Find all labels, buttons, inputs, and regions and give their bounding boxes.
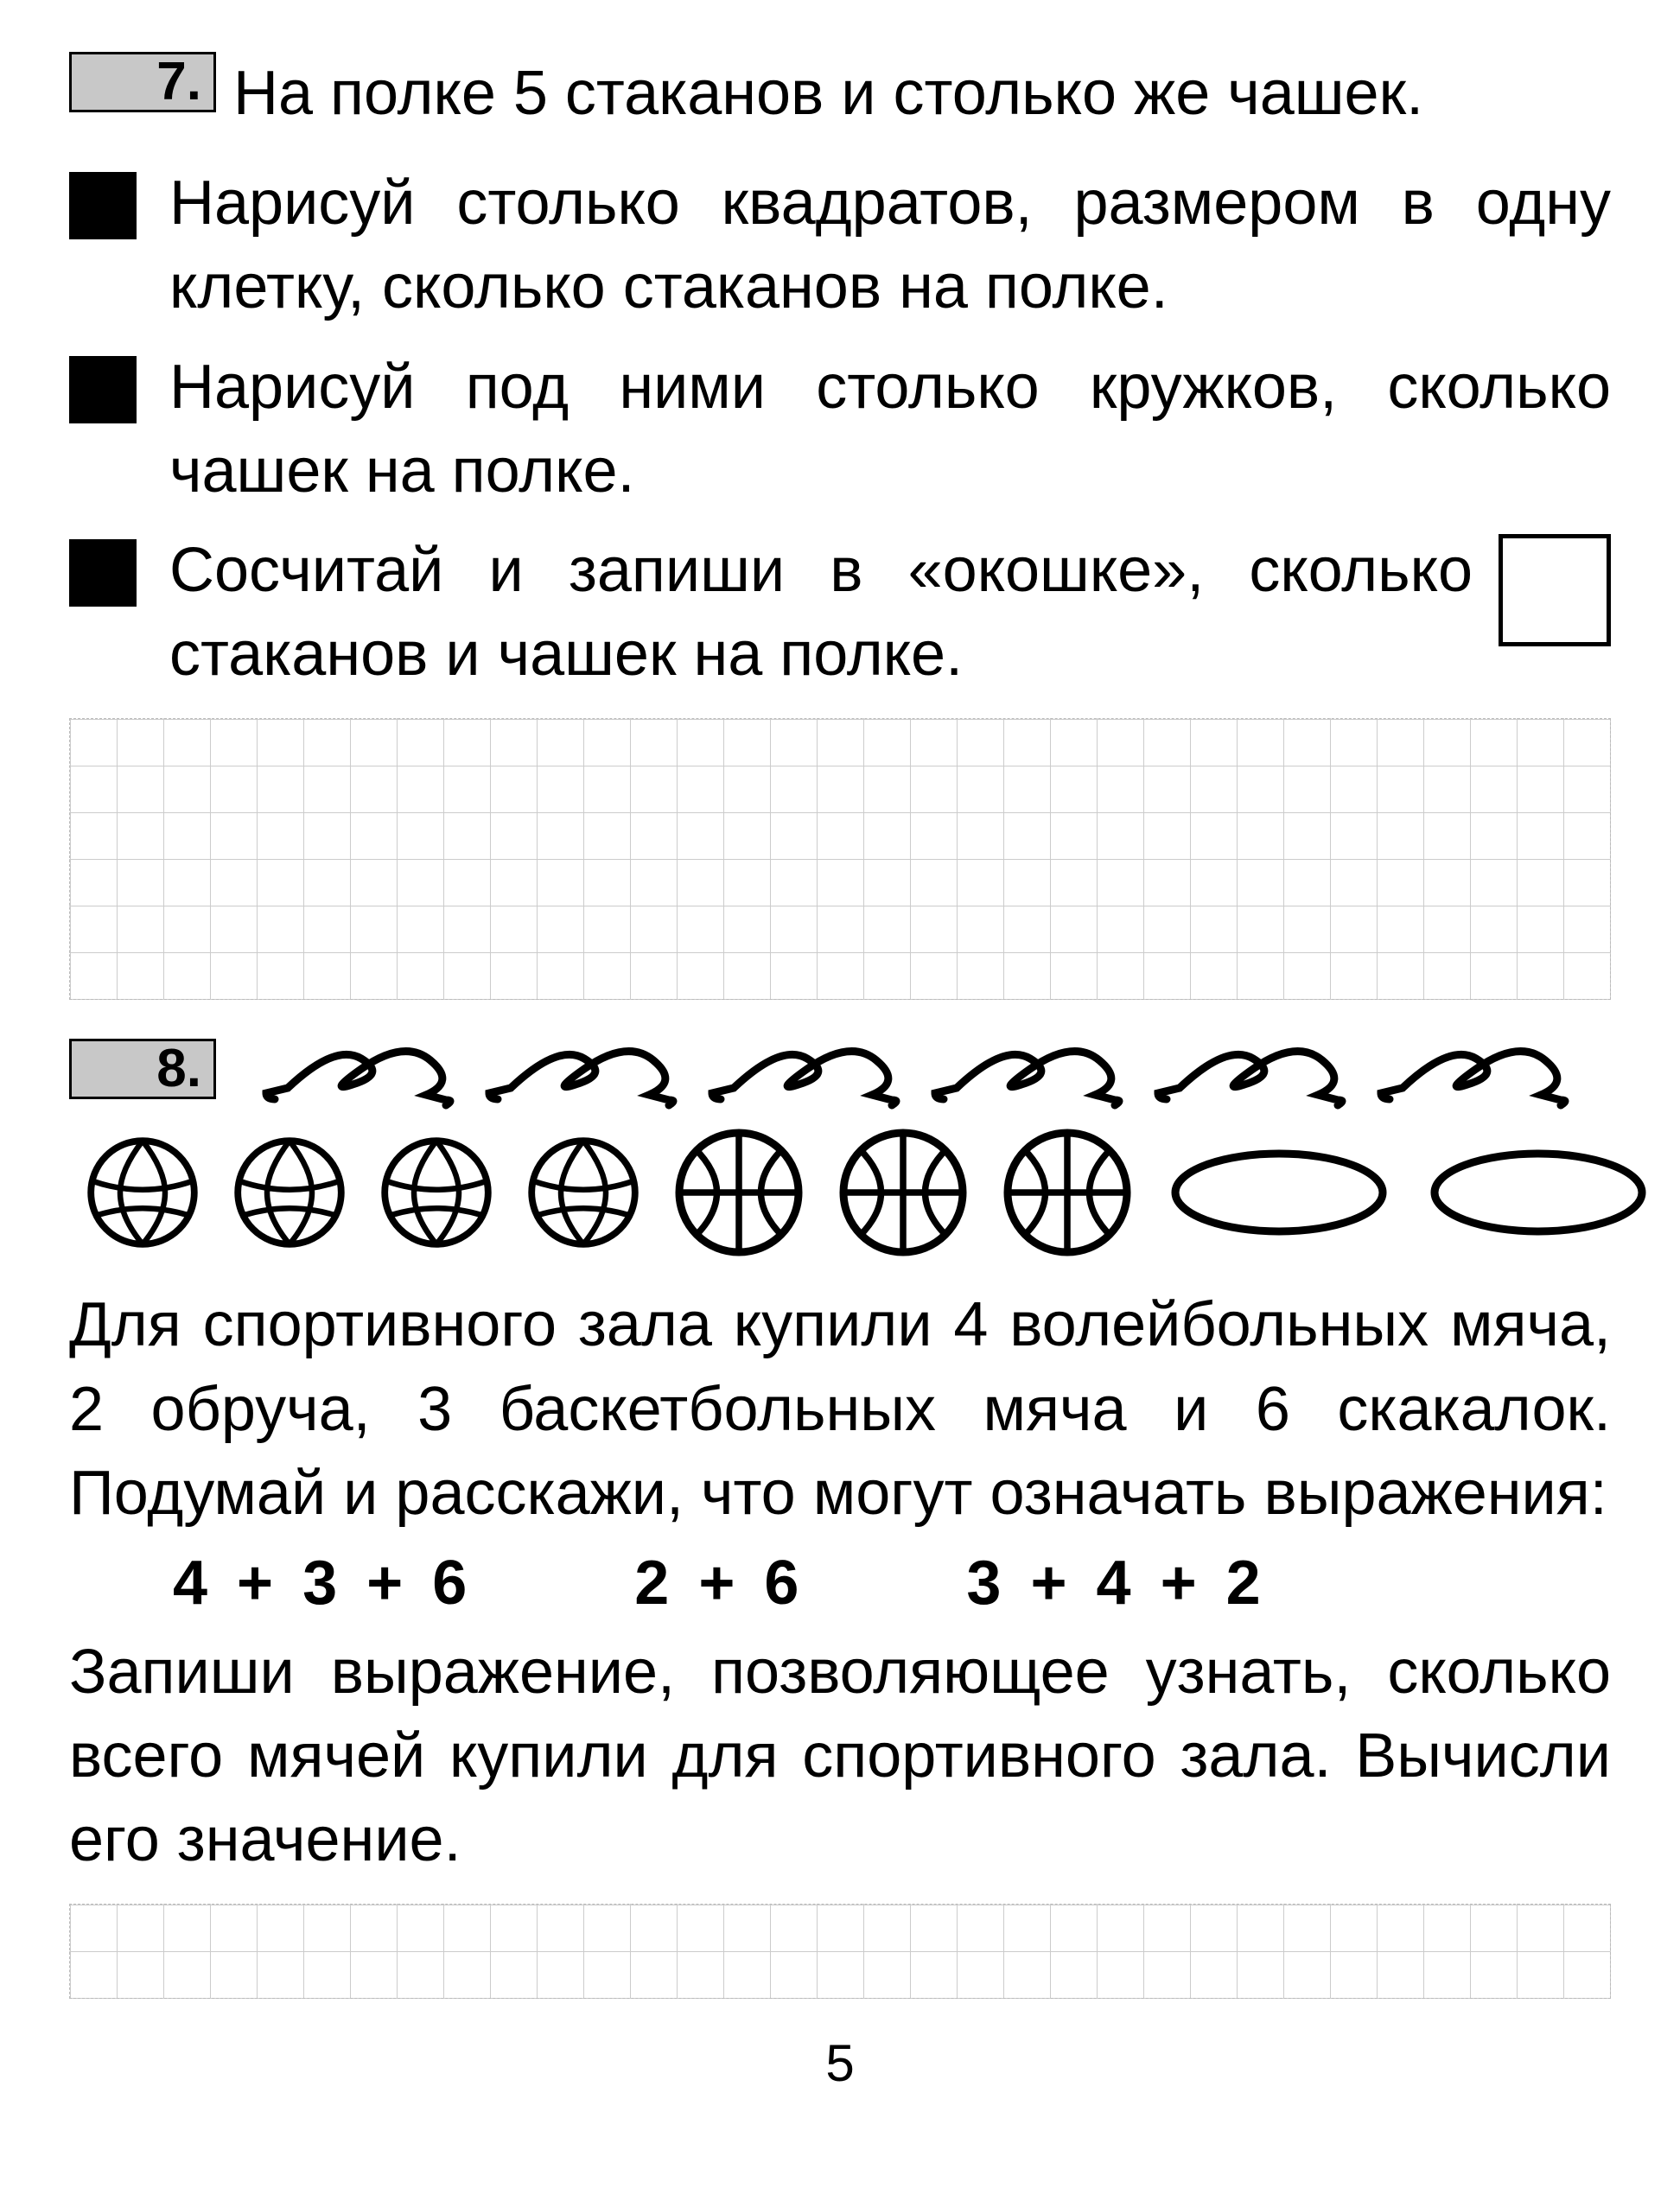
bullet-square-icon (69, 356, 137, 423)
task7-bullet-3: Сосчитай и запиши в «окошке», сколько ст… (69, 529, 1611, 696)
hoop-icon (1426, 1145, 1651, 1240)
basketball-icon (1002, 1128, 1132, 1257)
task8-paragraph-1: Для спортивного зала купили 4 волейбольн… (69, 1283, 1611, 1536)
task8-expressions: 4 + 3 + 6 2 + 6 3 + 4 + 2 (173, 1548, 1611, 1619)
task8-row-balls (69, 1128, 1611, 1257)
task8-number-box: 8. (69, 1039, 216, 1099)
jump-rope-icon (480, 1026, 679, 1112)
volleyball-icon (86, 1136, 199, 1249)
task7-bullet-1-text: Нарисуй столько квадратов, размером в од… (169, 162, 1611, 329)
task7-bullet-2: Нарисуй под ними столько кружков, скольк… (69, 346, 1611, 513)
volleyball-icon (233, 1136, 346, 1249)
bullet-square-icon (69, 172, 137, 239)
basketball-icon (674, 1128, 804, 1257)
task7-number-box: 7. (69, 52, 216, 112)
jump-rope-icon (258, 1026, 456, 1112)
volleyball-icon (527, 1136, 640, 1249)
basketball-icon (838, 1128, 968, 1257)
drawing-grid-2[interactable] (69, 1904, 1611, 1999)
worksheet-page: 7. На полке 5 стаканов и столько же чашек… (69, 52, 1611, 2093)
task7-bullet-1: Нарисуй столько квадратов, размером в од… (69, 162, 1611, 329)
drawing-grid-1[interactable] (69, 718, 1611, 1000)
expression-2: 2 + 6 (634, 1549, 800, 1618)
task8-paragraph-2: Запиши выражение, позволяющее узнать, ск… (69, 1631, 1611, 1883)
expression-1: 4 + 3 + 6 (173, 1549, 468, 1618)
jump-rope-icon (926, 1026, 1125, 1112)
answer-box[interactable] (1499, 534, 1611, 646)
task7-bullet-2-text: Нарисуй под ними столько кружков, скольк… (169, 346, 1611, 513)
volleyball-icon (380, 1136, 493, 1249)
expression-3: 3 + 4 + 2 (966, 1549, 1262, 1618)
bullet-square-icon (69, 539, 137, 607)
page-number: 5 (69, 2033, 1611, 2093)
jump-rope-icon (1149, 1026, 1348, 1112)
task7-bullet-3-text: Сосчитай и запиши в «окошке», сколько ст… (169, 529, 1473, 696)
jump-rope-icon (703, 1026, 902, 1112)
task7-lead: 7. На полке 5 стаканов и столько же чашек… (69, 52, 1611, 136)
task7-lead-text: На полке 5 стаканов и столько же чашек. (233, 59, 1423, 128)
task8-row-ropes: 8. (69, 1026, 1611, 1112)
jump-rope-icon (1372, 1026, 1571, 1112)
hoop-icon (1167, 1145, 1391, 1240)
